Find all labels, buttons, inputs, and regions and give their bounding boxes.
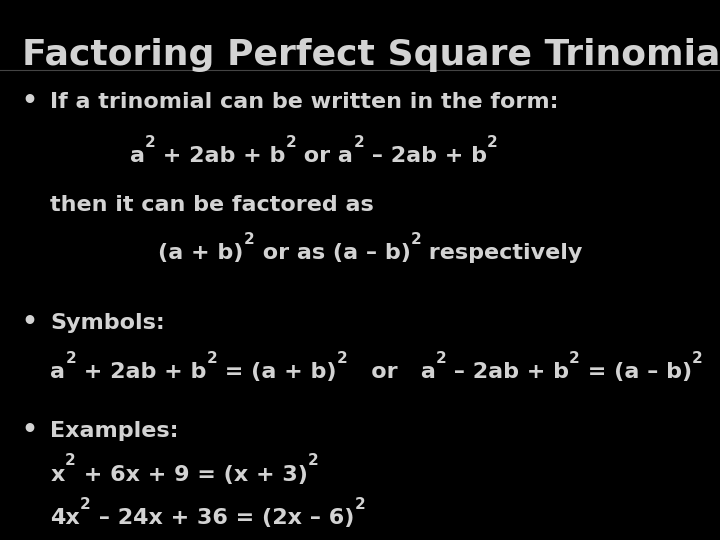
Text: = (a + b): = (a + b) (217, 362, 337, 382)
Text: 2: 2 (65, 454, 76, 469)
Text: 4x: 4x (50, 508, 80, 528)
Text: then it can be factored as: then it can be factored as (50, 194, 374, 214)
Text: 2: 2 (487, 135, 498, 150)
Text: 2: 2 (354, 135, 364, 150)
Text: + 6x + 9 = (x + 3): + 6x + 9 = (x + 3) (76, 464, 307, 484)
Text: x: x (50, 464, 65, 484)
Text: 2: 2 (569, 351, 580, 366)
Text: Factoring Perfect Square Trinomials: Factoring Perfect Square Trinomials (22, 38, 720, 72)
Text: – 2ab + b: – 2ab + b (364, 146, 487, 166)
Text: 2: 2 (307, 454, 318, 469)
Text: 2: 2 (337, 351, 348, 366)
Text: or   a: or a (348, 362, 436, 382)
Text: Symbols:: Symbols: (50, 313, 165, 333)
Text: Examples:: Examples: (50, 421, 179, 441)
Text: or as (a – b): or as (a – b) (255, 243, 410, 263)
Text: – 24x + 36 = (2x – 6): – 24x + 36 = (2x – 6) (91, 508, 354, 528)
Text: + 2ab + b: + 2ab + b (156, 146, 286, 166)
Text: If a trinomial can be written in the form:: If a trinomial can be written in the for… (50, 92, 559, 112)
Text: 2: 2 (410, 232, 421, 247)
Text: •: • (22, 310, 37, 334)
Text: 2: 2 (145, 135, 156, 150)
Text: 2: 2 (80, 497, 91, 512)
Text: + 2ab + b: + 2ab + b (76, 362, 207, 382)
Text: 2: 2 (66, 351, 76, 366)
Text: 2: 2 (286, 135, 297, 150)
Text: 2: 2 (692, 351, 703, 366)
Text: = (a – b): = (a – b) (580, 362, 692, 382)
Text: 2: 2 (244, 232, 255, 247)
Text: a: a (130, 146, 145, 166)
Text: •: • (22, 89, 37, 113)
Text: or a: or a (297, 146, 354, 166)
Text: 2: 2 (354, 497, 365, 512)
Text: a: a (50, 362, 66, 382)
Text: 2: 2 (436, 351, 446, 366)
Text: respectively: respectively (421, 243, 582, 263)
Text: (a + b): (a + b) (158, 243, 244, 263)
Text: 2: 2 (207, 351, 217, 366)
Text: – 2ab + b: – 2ab + b (446, 362, 569, 382)
Text: •: • (22, 418, 37, 442)
